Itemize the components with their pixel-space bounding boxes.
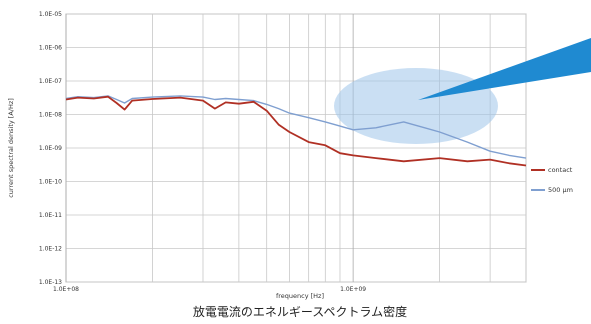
x-axis-label: frequency [Hz] [276, 292, 324, 300]
y-tick-label: 1.0E-10 [39, 179, 62, 186]
legend: contact 500 µm [531, 166, 573, 194]
legend-label-500um: 500 µm [548, 186, 573, 194]
legend-label-contact: contact [548, 166, 573, 174]
callout-pointer [418, 38, 591, 100]
chart-caption: 放電電流のエネルギースペクトラム密度 [193, 304, 407, 319]
x-tick-label: 1.0E+09 [340, 286, 366, 293]
highlight-ellipse [334, 68, 498, 144]
series-line-contact [65, 95, 527, 167]
series-lines [65, 95, 527, 167]
y-tick-label: 1.0E-06 [39, 45, 62, 52]
series-line-500um [65, 95, 527, 159]
y-tick-label: 1.0E-05 [39, 11, 62, 18]
y-tick-label: 1.0E-13 [39, 279, 62, 286]
y-tick-label: 1.0E-08 [39, 112, 62, 119]
y-tick-label: 1.0E-07 [39, 78, 62, 85]
y-tick-label: 1.0E-11 [39, 212, 62, 219]
y-tick-labels: 1.0E-05 1.0E-06 1.0E-07 1.0E-08 1.0E-09 1.0E-… [39, 11, 62, 286]
y-tick-label: 1.0E-09 [39, 145, 62, 152]
x-tick-label: 1.0E+08 [53, 286, 79, 293]
x-tick-labels: 1.0E+08 1.0E+09 [53, 286, 366, 293]
y-tick-label: 1.0E-12 [39, 246, 62, 253]
y-axis-label: current spectral density [A/Hz] [7, 98, 15, 198]
